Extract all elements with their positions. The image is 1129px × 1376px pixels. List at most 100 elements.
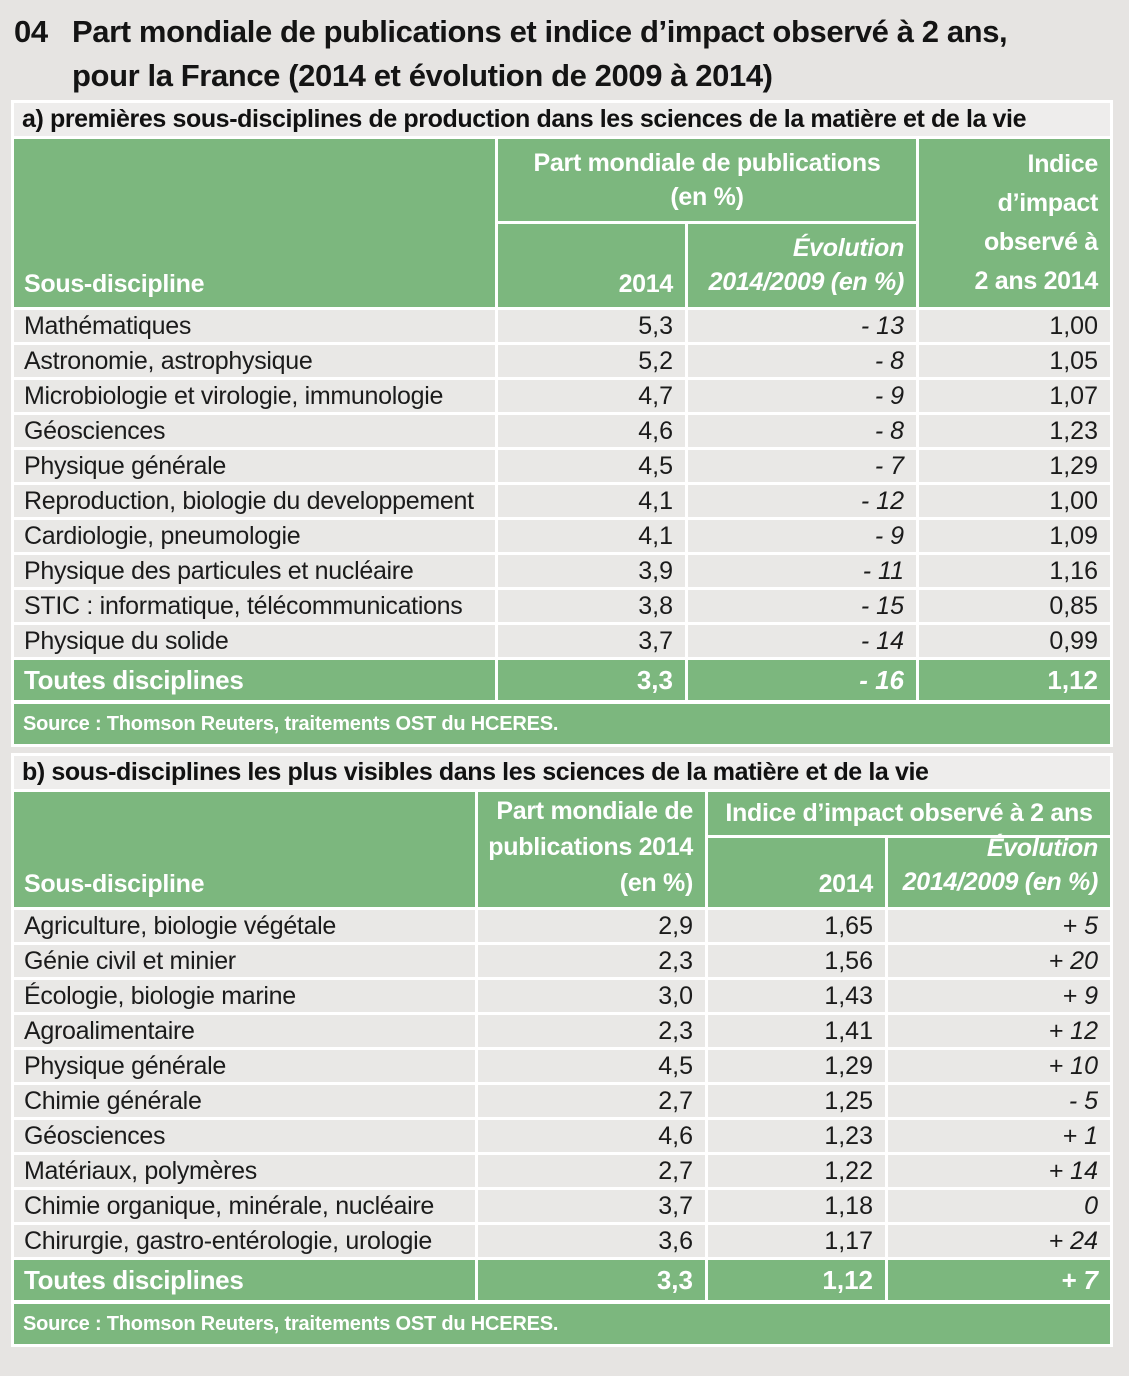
page-title: 04 Part mondiale de publications et indi… — [0, 0, 1129, 100]
cell-evolution: - 14 — [688, 625, 916, 657]
cell-part-2014: 4,5 — [498, 450, 685, 482]
header-2014: 2014 — [708, 838, 885, 907]
cell-indice: 0,85 — [919, 590, 1110, 622]
table-row: Reproduction, biologie du developpement … — [14, 485, 1110, 517]
cell-indice: 1,29 — [708, 1050, 885, 1082]
cell-indice: 1,07 — [919, 380, 1110, 412]
cell-indice: 1,17 — [708, 1225, 885, 1257]
cell-evolution: - 12 — [688, 485, 916, 517]
cell-part-2014: 4,7 — [498, 380, 685, 412]
total-evolution: - 16 — [688, 660, 916, 700]
table-row: Mathématiques 5,3 - 13 1,00 — [14, 310, 1110, 342]
table-row: Génie civil et minier 2,3 1,56 + 20 — [14, 945, 1110, 977]
cell-part-2014: 2,7 — [478, 1155, 705, 1187]
cell-discipline: Agroalimentaire — [14, 1015, 475, 1047]
cell-evolution: + 24 — [888, 1225, 1110, 1257]
header-sous-discipline: Sous-discipline — [14, 139, 495, 307]
cell-evolution: + 10 — [888, 1050, 1110, 1082]
figure-title: Part mondiale de publications et indice … — [72, 14, 1008, 93]
cell-indice: 1,09 — [919, 520, 1110, 552]
cell-evolution: - 8 — [688, 415, 916, 447]
header-part-mondiale: Part mondiale de publications 2014 (en %… — [478, 792, 705, 907]
cell-discipline: STIC : informatique, télécommunications — [14, 590, 495, 622]
table-row: Microbiologie et virologie, immunologie … — [14, 380, 1110, 412]
cell-indice: 1,25 — [708, 1085, 885, 1117]
cell-indice: 1,65 — [708, 910, 885, 942]
table-b-body: Agriculture, biologie végétale 2,9 1,65 … — [14, 910, 1110, 1257]
table-row: Cardiologie, pneumologie 4,1 - 9 1,09 — [14, 520, 1110, 552]
cell-discipline: Agriculture, biologie végétale — [14, 910, 475, 942]
cell-part-2014: 3,0 — [478, 980, 705, 1012]
cell-part-2014: 3,7 — [478, 1190, 705, 1222]
cell-evolution: + 1 — [888, 1120, 1110, 1152]
total-part-2014: 3,3 — [498, 660, 685, 700]
cell-part-2014: 2,7 — [478, 1085, 705, 1117]
cell-discipline: Géosciences — [14, 1120, 475, 1152]
table-a-body: Mathématiques 5,3 - 13 1,00 Astronomie, … — [14, 310, 1110, 657]
table-row: Chimie organique, minérale, nucléaire 3,… — [14, 1190, 1110, 1222]
table-row: Astronomie, astrophysique 5,2 - 8 1,05 — [14, 345, 1110, 377]
cell-discipline: Génie civil et minier — [14, 945, 475, 977]
table-b-source-note: Source : Thomson Reuters, traitements OS… — [14, 1304, 1110, 1344]
cell-indice: 1,56 — [708, 945, 885, 977]
cell-indice: 1,00 — [919, 485, 1110, 517]
cell-evolution: + 20 — [888, 945, 1110, 977]
total-evolution: + 7 — [888, 1260, 1110, 1300]
cell-discipline: Cardiologie, pneumologie — [14, 520, 495, 552]
cell-evolution: - 8 — [688, 345, 916, 377]
table-row: Physique du solide 3,7 - 14 0,99 — [14, 625, 1110, 657]
cell-part-2014: 3,7 — [498, 625, 685, 657]
table-row: Écologie, biologie marine 3,0 1,43 + 9 — [14, 980, 1110, 1012]
cell-evolution: 0 — [888, 1190, 1110, 1222]
cell-part-2014: 3,9 — [498, 555, 685, 587]
table-row: Physique générale 4,5 1,29 + 10 — [14, 1050, 1110, 1082]
cell-indice: 1,22 — [708, 1155, 885, 1187]
table-a-caption: a) premières sous-disciplines de product… — [14, 103, 1110, 136]
cell-discipline: Mathématiques — [14, 310, 495, 342]
cell-evolution: - 9 — [688, 520, 916, 552]
cell-part-2014: 4,5 — [478, 1050, 705, 1082]
table-row: Géosciences 4,6 1,23 + 1 — [14, 1120, 1110, 1152]
cell-evolution: + 14 — [888, 1155, 1110, 1187]
table-b: b) sous-disciplines les plus visibles da… — [11, 753, 1113, 1347]
total-label: Toutes disciplines — [14, 660, 495, 700]
cell-part-2014: 2,3 — [478, 1015, 705, 1047]
table-a: a) premières sous-disciplines de product… — [11, 100, 1113, 747]
cell-part-2014: 5,2 — [498, 345, 685, 377]
header-indice-impact-group: Indice d’impact observé à 2 ans — [708, 792, 1110, 835]
cell-discipline: Astronomie, astrophysique — [14, 345, 495, 377]
cell-indice: 1,18 — [708, 1190, 885, 1222]
cell-discipline: Reproduction, biologie du developpement — [14, 485, 495, 517]
table-row: Chimie générale 2,7 1,25 - 5 — [14, 1085, 1110, 1117]
cell-part-2014: 2,9 — [478, 910, 705, 942]
table-row: Physique des particules et nucléaire 3,9… — [14, 555, 1110, 587]
cell-discipline: Chimie générale — [14, 1085, 475, 1117]
table-row: Agroalimentaire 2,3 1,41 + 12 — [14, 1015, 1110, 1047]
table-row: Géosciences 4,6 - 8 1,23 — [14, 415, 1110, 447]
cell-part-2014: 3,6 — [478, 1225, 705, 1257]
total-part-2014: 3,3 — [478, 1260, 705, 1300]
cell-part-2014: 4,6 — [498, 415, 685, 447]
table-row: STIC : informatique, télécommunications … — [14, 590, 1110, 622]
cell-evolution: + 5 — [888, 910, 1110, 942]
table-b-caption: b) sous-disciplines les plus visibles da… — [14, 756, 1110, 789]
table-row: Chirurgie, gastro-entérologie, urologie … — [14, 1225, 1110, 1257]
cell-indice: 1,41 — [708, 1015, 885, 1047]
cell-evolution: + 9 — [888, 980, 1110, 1012]
cell-indice: 1,00 — [919, 310, 1110, 342]
cell-indice: 0,99 — [919, 625, 1110, 657]
table-b-header: Sous-discipline Part mondiale de publica… — [14, 792, 1110, 907]
cell-discipline: Physique générale — [14, 1050, 475, 1082]
cell-discipline: Chimie organique, minérale, nucléaire — [14, 1190, 475, 1222]
cell-indice: 1,16 — [919, 555, 1110, 587]
table-row: Physique générale 4,5 - 7 1,29 — [14, 450, 1110, 482]
cell-indice: 1,23 — [708, 1120, 885, 1152]
table-a-header: Sous-discipline Part mondiale de publica… — [14, 139, 1110, 307]
total-label: Toutes disciplines — [14, 1260, 475, 1300]
cell-indice: 1,05 — [919, 345, 1110, 377]
cell-part-2014: 4,1 — [498, 520, 685, 552]
table-a-source-note: Source : Thomson Reuters, traitements OS… — [14, 704, 1110, 744]
cell-discipline: Matériaux, polymères — [14, 1155, 475, 1187]
cell-part-2014: 2,3 — [478, 945, 705, 977]
cell-part-2014: 5,3 — [498, 310, 685, 342]
